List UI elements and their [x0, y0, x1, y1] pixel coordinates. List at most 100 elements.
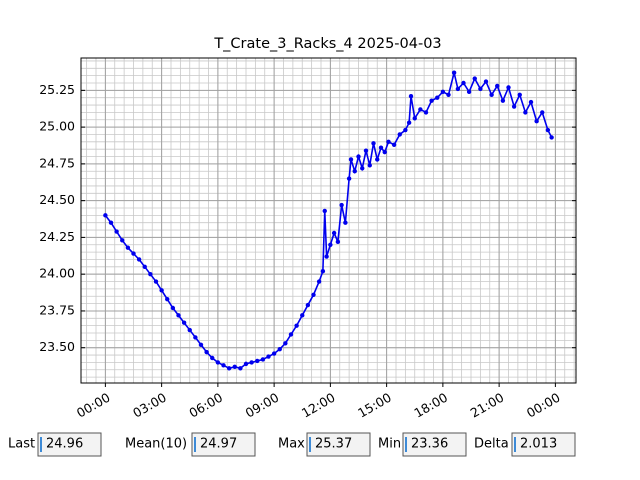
data-point — [348, 157, 354, 162]
data-point — [371, 141, 376, 146]
data-point — [221, 363, 226, 368]
data-point — [226, 366, 232, 371]
data-point — [549, 135, 554, 140]
data-point — [418, 107, 423, 112]
data-point — [523, 110, 528, 115]
data-point — [288, 332, 294, 337]
data-point — [204, 349, 209, 355]
data-point — [187, 327, 192, 333]
y-tick-label: 24.00 — [39, 266, 75, 281]
stat-box — [191, 432, 256, 457]
data-point — [429, 98, 434, 103]
data-point — [305, 302, 311, 308]
data-point — [103, 213, 108, 218]
data-point — [131, 251, 136, 256]
data-point — [181, 320, 187, 325]
data-point — [363, 148, 369, 153]
data-point — [125, 245, 131, 250]
data-point — [367, 163, 372, 168]
y-tick-label: 24.50 — [39, 192, 75, 207]
stat-value: 25.37 — [315, 437, 352, 452]
stat-label: Delta — [474, 437, 509, 452]
stat-value: 24.97 — [200, 437, 237, 452]
data-point — [136, 257, 142, 262]
data-point — [232, 364, 237, 370]
data-point — [423, 110, 429, 115]
data-point — [165, 296, 170, 302]
data-point — [382, 149, 387, 155]
stat-box — [402, 432, 467, 457]
data-point — [108, 220, 114, 225]
data-point — [391, 142, 397, 147]
data-point — [243, 361, 249, 367]
data-point — [210, 355, 215, 361]
data-point — [343, 220, 348, 225]
stat-box — [511, 432, 576, 457]
y-tick-label: 25.00 — [39, 119, 75, 134]
data-point — [446, 92, 451, 97]
stat-box — [306, 432, 371, 457]
data-point — [120, 238, 125, 243]
data-point — [478, 86, 483, 92]
data-point — [352, 169, 357, 174]
data-point — [455, 86, 461, 92]
stat-label: Max — [278, 437, 305, 452]
data-point — [435, 95, 440, 100]
stats-bar: Last 24.96 Mean(10) 24.97 Max 25.37 Min 23.36 De… — [8, 432, 576, 457]
data-point — [540, 110, 545, 115]
data-point — [311, 292, 316, 297]
data-point — [159, 288, 164, 293]
data-point — [170, 305, 176, 311]
stat-value: 24.96 — [46, 437, 83, 452]
data-point — [545, 127, 551, 133]
data-point — [249, 360, 254, 365]
stat-label: Min — [378, 437, 401, 452]
data-point — [451, 70, 457, 75]
data-point — [277, 346, 282, 352]
data-point — [324, 254, 329, 259]
data-point — [176, 313, 181, 318]
data-point — [511, 104, 517, 109]
plot — [103, 70, 554, 371]
data-point — [440, 89, 446, 95]
chart-title: T_Crate_3_Racks_4 2025-04-03 — [213, 36, 441, 52]
y-tick-label: 23.50 — [39, 339, 75, 354]
data-point — [283, 341, 288, 346]
data-point — [271, 351, 277, 356]
data-point — [142, 264, 147, 270]
stat-label: Mean(10) — [125, 437, 187, 452]
data-point — [215, 360, 221, 365]
data-point — [506, 85, 511, 90]
data-point — [320, 269, 326, 274]
data-point — [255, 358, 260, 364]
data-point — [397, 132, 402, 137]
data-point — [534, 119, 539, 124]
data-point — [335, 239, 341, 245]
data-point — [500, 98, 506, 103]
data-point — [495, 83, 500, 89]
data-point — [375, 157, 380, 162]
data-point — [408, 94, 414, 99]
data-point — [528, 99, 534, 105]
data-point — [489, 92, 494, 97]
data-point — [339, 202, 344, 208]
data-point — [114, 229, 119, 234]
data-point — [198, 342, 204, 347]
data-point — [403, 127, 408, 133]
data-point — [346, 176, 352, 181]
data-point — [193, 335, 198, 340]
data-point — [386, 139, 391, 145]
data-point — [378, 145, 384, 150]
data-point — [472, 76, 477, 81]
data-point — [300, 313, 305, 318]
stat-label: Last — [8, 437, 35, 452]
data-point — [461, 80, 466, 86]
data-point — [153, 279, 159, 284]
data-point — [406, 120, 412, 125]
y-tick-label: 23.75 — [39, 302, 75, 317]
y-tick-label: 25.25 — [39, 82, 75, 97]
data-point — [316, 279, 322, 284]
data-point — [466, 89, 472, 95]
